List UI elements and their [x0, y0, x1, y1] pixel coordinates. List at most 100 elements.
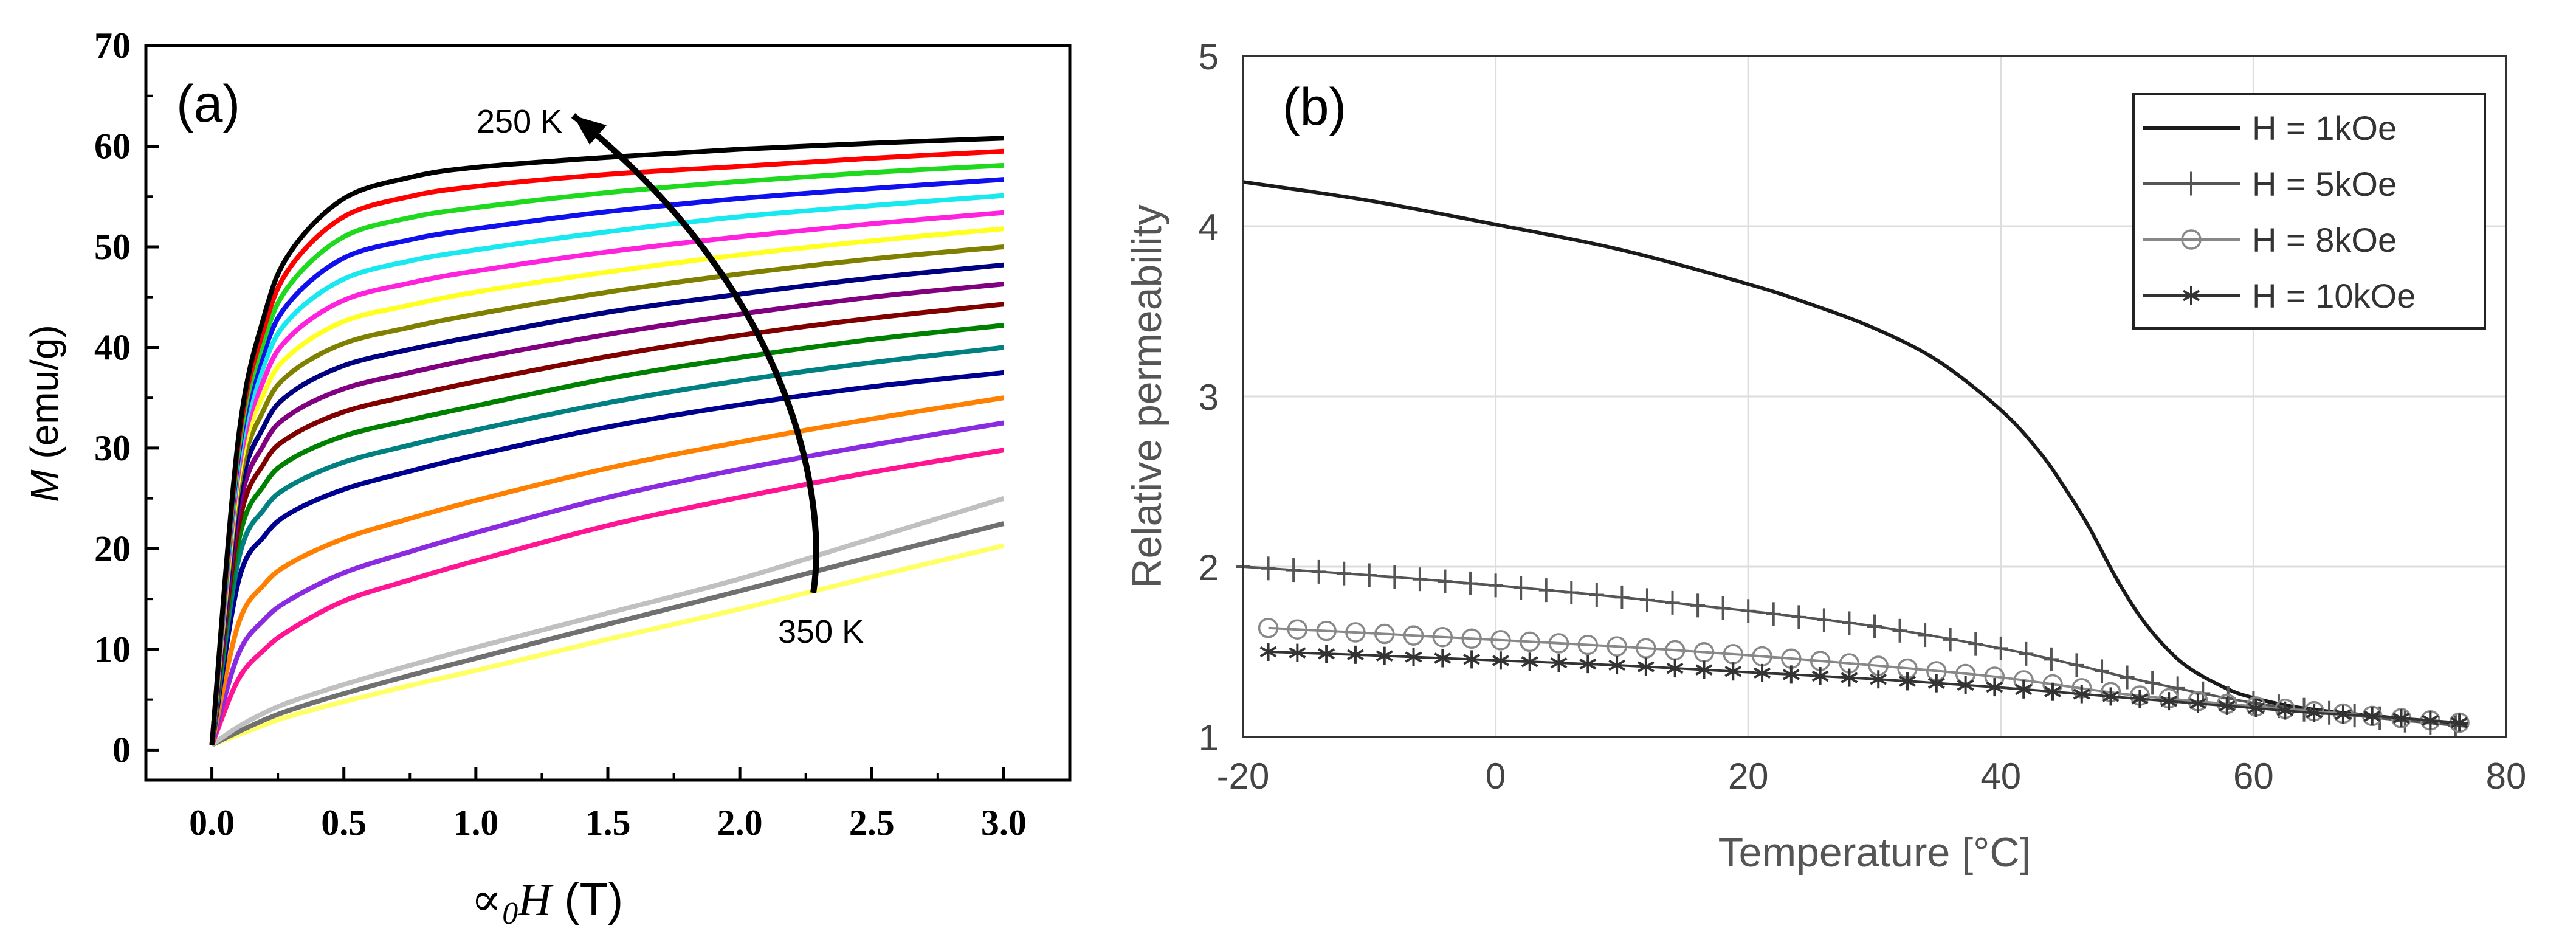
data-marker	[1577, 634, 1599, 655]
y-tick-label: 60	[94, 126, 131, 166]
data-marker	[2334, 708, 2352, 721]
series-line-295k	[209, 282, 1004, 745]
data-marker	[1724, 666, 1742, 677]
data-marker	[1695, 664, 1713, 676]
data-marker	[1490, 630, 1511, 651]
series-line-310k	[209, 345, 1004, 745]
data-marker	[2102, 691, 2120, 702]
series-line-300k	[209, 302, 1004, 745]
data-marker	[1258, 618, 1279, 638]
legend-item: H = 10kOe	[2143, 277, 2416, 315]
data-marker	[2363, 710, 2381, 722]
x-label-sub: 0	[502, 896, 518, 931]
legend-item: H = 1kOe	[2143, 109, 2397, 147]
series-line-320k	[209, 395, 1005, 745]
series-line-325k	[209, 420, 1005, 746]
y-tick-label: 5	[1199, 36, 1219, 77]
y-tick-label: 1	[1199, 717, 1219, 758]
y-tick-label: 0	[112, 730, 131, 770]
data-marker	[1986, 681, 2003, 693]
series-line-335k	[210, 496, 1005, 747]
data-marker	[1316, 620, 1337, 641]
y-tick-label: 40	[94, 327, 131, 367]
y-tick-label: 30	[94, 428, 131, 468]
panel-a-ticks: 0.0 0.5 1.0 1.5 2.0 2.5 3.0 0 10 20 30 40 50 60 70	[94, 26, 1027, 843]
data-marker	[1374, 623, 1395, 645]
legend-label: H = 8kOe	[2252, 221, 2397, 259]
x-tick-label: 40	[1980, 756, 2021, 797]
data-marker	[2451, 717, 2468, 728]
x-tick-label: 1.5	[585, 803, 631, 843]
y-tick-label: 4	[1199, 207, 1219, 247]
x-tick-label: 80	[2486, 756, 2527, 797]
legend-items: H = 1kOe H = 5kOe H = 8kOe H = 10kOe	[2143, 109, 2416, 315]
x-tick-label: 0.0	[189, 803, 235, 843]
x-tick-label: 0.5	[321, 803, 367, 843]
y-tick-label: 20	[94, 528, 131, 569]
panel-a-x-axis-label: ∝0H (T)	[471, 874, 623, 931]
data-marker	[2276, 705, 2294, 716]
data-marker	[1519, 631, 1540, 652]
series-line-265k	[209, 177, 1004, 745]
data-marker	[2422, 714, 2439, 727]
x-tick-label: 2.5	[849, 803, 895, 843]
series-line-340k	[210, 521, 1005, 747]
legend-item: H = 5kOe	[2143, 165, 2397, 203]
x-tick-label: 3.0	[981, 803, 1027, 843]
data-marker	[2160, 695, 2178, 707]
data-marker	[1287, 619, 1308, 640]
temperature-arrow-head	[573, 116, 607, 145]
data-marker	[1521, 656, 1538, 668]
panel-b-series-group	[1236, 180, 2470, 738]
data-marker	[1345, 622, 1366, 643]
data-marker	[1870, 673, 1887, 685]
x-tick-label: 2.0	[717, 803, 763, 843]
data-marker	[2131, 693, 2149, 705]
data-marker	[1403, 625, 1424, 646]
data-marker	[1841, 672, 1858, 683]
series-line-330k	[209, 448, 1005, 746]
data-marker	[1376, 650, 1393, 662]
data-marker	[1461, 628, 1482, 649]
y-tick-label: 2	[1199, 547, 1219, 588]
legend-marker	[2183, 289, 2200, 302]
x-tick-label: 0	[1486, 756, 1506, 797]
legend-label: H = 1kOe	[2252, 109, 2397, 147]
series-line-305k	[209, 323, 1004, 745]
legend-item: H = 8kOe	[2143, 221, 2397, 259]
panel-a-label: (a)	[176, 75, 240, 133]
x-tick-label: -20	[1217, 756, 1270, 797]
data-marker	[2218, 700, 2236, 712]
data-marker	[2044, 686, 2061, 697]
data-marker	[1608, 659, 1626, 671]
data-marker	[1463, 654, 1481, 665]
x-label-prefix: ∝	[471, 874, 502, 925]
series-2	[1236, 555, 2468, 738]
temperature-arrow	[571, 113, 819, 593]
data-marker	[1927, 677, 1945, 689]
data-marker	[1492, 655, 1509, 666]
data-marker	[1607, 636, 1627, 657]
legend-label: H = 10kOe	[2252, 277, 2416, 315]
x-tick-label: 1.0	[453, 803, 498, 843]
panel-b-frame	[1242, 55, 2507, 738]
data-marker	[1434, 652, 1452, 664]
panel-a-series-group	[209, 136, 1005, 747]
annotation-350k: 350 K	[778, 614, 864, 650]
data-marker	[2073, 688, 2090, 700]
series-line-315k	[209, 370, 1004, 745]
panel-a: 0.0 0.5 1.0 1.5 2.0 2.5 3.0 0 10 20 30 40 50 60 70 (a)…	[22, 26, 1072, 931]
data-marker	[1432, 626, 1453, 648]
data-marker	[1405, 651, 1422, 663]
series-line	[1242, 180, 2468, 727]
series-4	[1259, 643, 2468, 732]
y-label-var: M	[22, 469, 66, 502]
annotation-250k: 250 K	[477, 103, 562, 140]
data-marker	[1899, 676, 1917, 687]
data-marker	[2306, 707, 2323, 719]
data-marker	[2247, 702, 2265, 714]
panel-b-x-axis-label: Temperature [°C]	[1718, 829, 2031, 876]
data-marker	[1637, 661, 1655, 672]
